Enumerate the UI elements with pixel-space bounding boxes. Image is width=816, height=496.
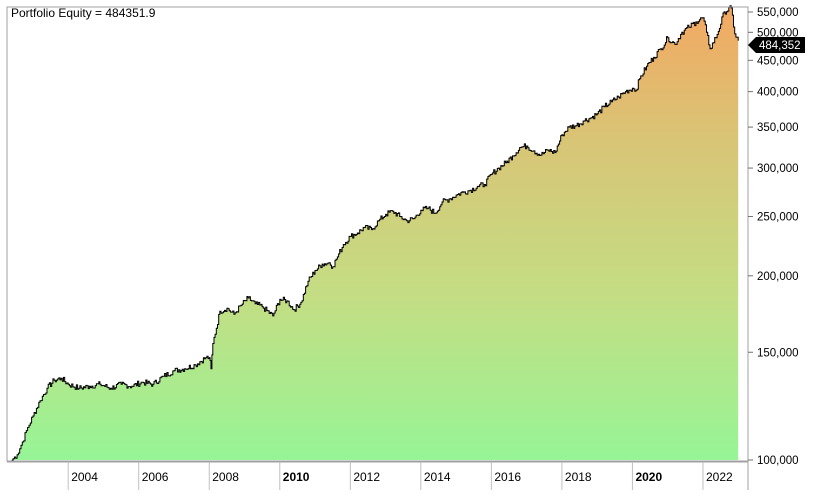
x-tick-label: 2020 xyxy=(635,470,662,484)
x-tick-label: 2022 xyxy=(706,470,733,484)
equity-area-fill xyxy=(11,5,739,461)
y-axis: 550,000 500,000 450,000 400,000 350,000 300,0… xyxy=(748,7,799,467)
chart-title: Portfolio Equity = 484351.9 xyxy=(11,6,156,20)
x-tick-label: 2016 xyxy=(494,470,521,484)
x-tick-label: 2010 xyxy=(283,470,310,484)
y-tick-label: 550,000 xyxy=(757,7,799,19)
last-value-badge: 484,352 xyxy=(748,37,805,53)
x-tick-label: 2018 xyxy=(565,470,592,484)
y-tick-label: 200,000 xyxy=(757,271,799,283)
x-tick-label: 2004 xyxy=(71,470,98,484)
x-tick-label: 2006 xyxy=(142,470,169,484)
y-tick-label: 250,000 xyxy=(757,212,799,224)
equity-line xyxy=(11,5,739,461)
y-tick-label: 100,000 xyxy=(757,455,799,467)
y-tick-label: 400,000 xyxy=(757,87,799,99)
y-tick-label: 500,000 xyxy=(757,27,799,39)
x-tick-label: 2014 xyxy=(424,470,451,484)
x-tick-label: 2012 xyxy=(353,470,380,484)
y-tick-label: 150,000 xyxy=(757,347,799,359)
x-tick-label: 2008 xyxy=(212,470,239,484)
y-tick-label: 350,000 xyxy=(757,122,799,134)
last-value-badge-shape xyxy=(748,37,805,53)
y-tick-label: 450,000 xyxy=(757,55,799,67)
x-axis: 2004 2006 2008 2010 2012 2014 2016 2018 2020 2022 xyxy=(67,462,733,490)
last-value-label: 484,352 xyxy=(759,40,801,52)
y-tick-label: 300,000 xyxy=(757,163,799,175)
